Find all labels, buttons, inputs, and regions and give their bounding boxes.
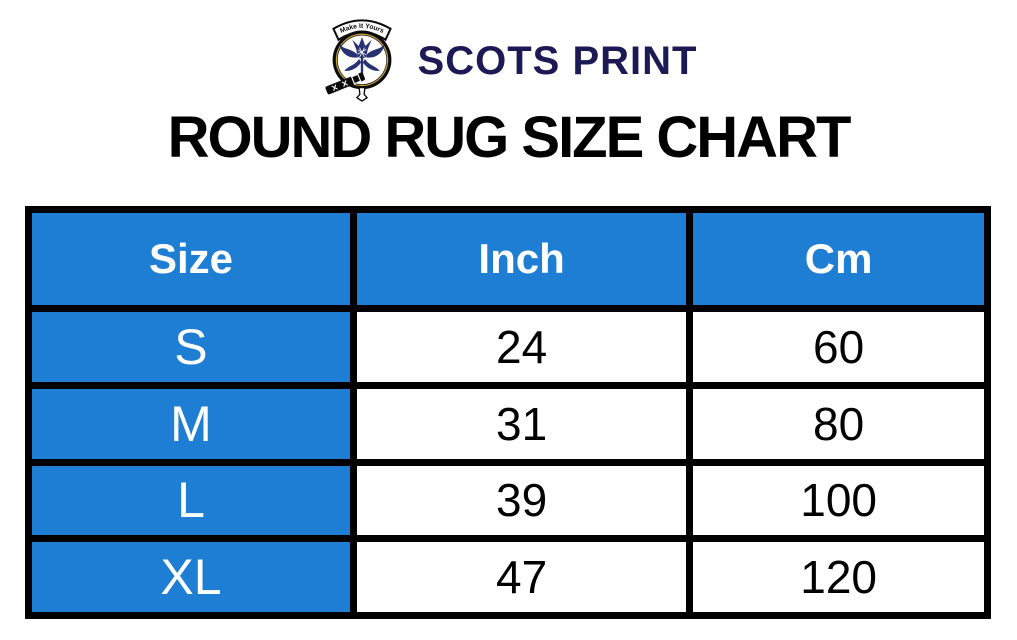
column-header-cm: Cm: [693, 213, 984, 305]
table-row-xl-cm-cell: 120: [693, 542, 984, 612]
table-row-s-cm-cell: 60: [693, 312, 984, 382]
column-header-size: Size: [32, 213, 350, 305]
crest-gold-ring: [335, 33, 388, 87]
crest-strap-buckle: [324, 72, 368, 102]
table-row-xl-inch-cell: 47: [356, 542, 687, 612]
size-chart-table: Size Inch Cm S 24 60 M 31 80 L 39 100 XL…: [25, 206, 991, 619]
table-row-m-size-cell: M: [32, 388, 350, 459]
table-row-m-cm-cell: 80: [693, 388, 984, 459]
brand-name: SCOTS PRINT: [417, 39, 698, 83]
table-row-l-size-cell: L: [32, 465, 350, 536]
table-row-s-inch-cell: 24: [356, 312, 687, 382]
thistle-bulb-hatch: [357, 47, 366, 58]
table-row-m-inch-cell: 31: [356, 388, 687, 459]
scots-print-crest-logo: Make It Yours: [324, 19, 392, 102]
column-header-inch: Inch: [356, 213, 687, 305]
table-row-s-size-cell: S: [32, 312, 350, 382]
table-row-l-cm-cell: 100: [693, 465, 984, 536]
table-row-xl-size-cell: XL: [32, 542, 350, 612]
brand-header: Make It Yours: [0, 6, 1017, 102]
page-title: ROUND RUG SIZE CHART: [167, 105, 852, 170]
table-row-l-inch-cell: 39: [356, 465, 687, 536]
